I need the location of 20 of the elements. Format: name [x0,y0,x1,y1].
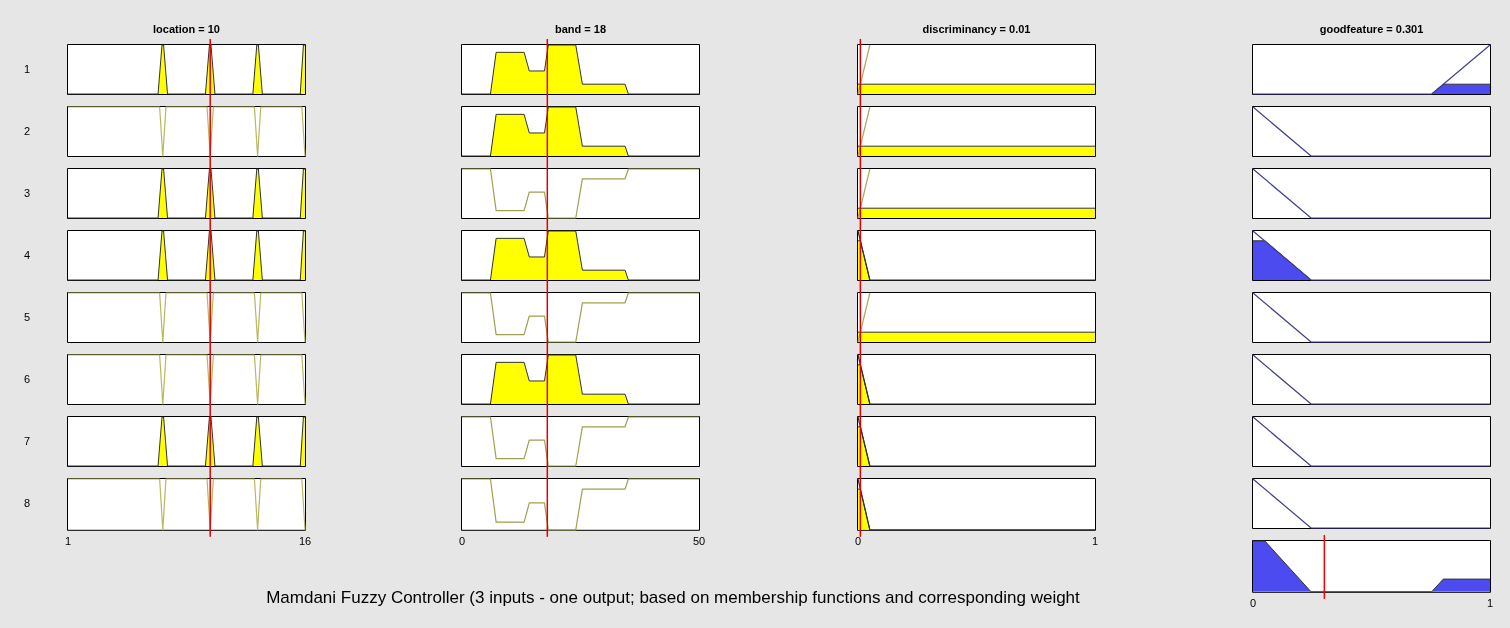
x-tick-label: 1 [64,535,72,548]
y-axis-title: 8 [22,496,30,509]
x-tick-label: 16 [298,535,312,548]
chart-title: goodfeature = 0.301 [1318,23,1425,35]
x-tick-label: 0 [458,535,466,548]
y-axis-title: 2 [22,124,30,137]
x-tick-label: 1 [1091,535,1099,548]
y-axis-title: 6 [22,372,30,385]
y-axis-title: 7 [22,434,30,447]
x-tick-label: 0 [1249,597,1257,610]
chart-title: location = 10 [152,23,221,35]
y-axis-title: 3 [22,186,30,199]
y-axis-title: 4 [22,248,30,261]
x-tick-label: 0 [854,535,862,548]
chart-title: band = 18 [553,23,607,35]
x-tick-label: 50 [692,535,706,548]
y-axis-title: 1 [22,62,30,75]
y-axis-title: 5 [22,310,30,323]
text: Mamdani Fuzzy Controller (3 inputs - one output; based on membership functions and corresponding weight [266,588,1080,607]
chart-title: discriminancy = 0.01 [921,23,1032,35]
